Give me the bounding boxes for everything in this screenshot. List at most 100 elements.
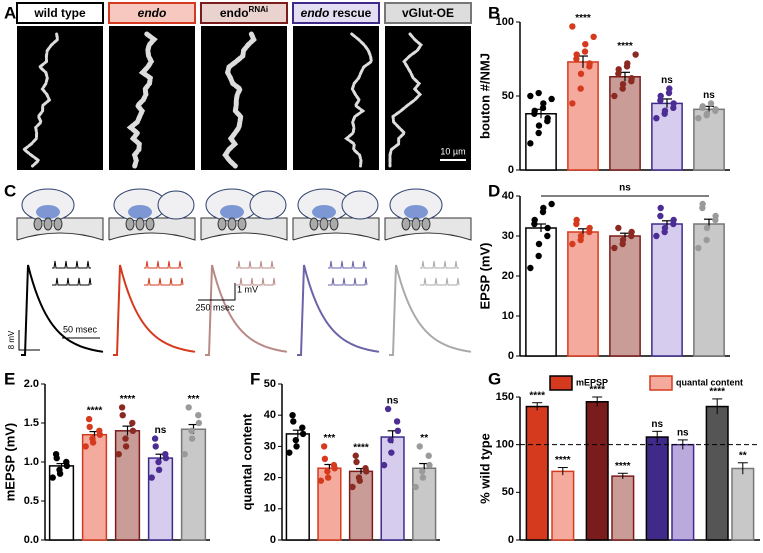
data-point	[544, 115, 551, 122]
data-point	[569, 100, 576, 107]
data-point	[624, 60, 631, 67]
data-point	[535, 252, 542, 260]
y-tick-label: 100	[496, 439, 514, 451]
data-point	[582, 41, 589, 48]
y-axis-label: EPSP (mV)	[477, 243, 492, 310]
data-point	[388, 449, 395, 456]
vesicle-pool	[312, 205, 336, 219]
nmj-branch	[126, 31, 158, 169]
data-point	[115, 451, 122, 458]
bar	[705, 405, 729, 541]
legend-label: mEPSP	[576, 377, 608, 387]
data-point	[535, 129, 542, 137]
data-point	[590, 33, 597, 40]
data-point	[657, 212, 664, 220]
data-point	[393, 418, 401, 425]
bar	[693, 223, 725, 357]
data-point	[611, 92, 618, 100]
data-point	[657, 204, 664, 212]
genotype-header-box	[200, 2, 288, 24]
y-tick-label: 50	[502, 486, 514, 498]
data-point	[577, 70, 585, 78]
data-point	[56, 466, 63, 473]
data-point	[544, 224, 551, 232]
data-point	[548, 95, 555, 103]
y-tick-label: 20	[502, 270, 514, 282]
label-part: wild type	[33, 6, 86, 20]
data-point	[703, 110, 711, 117]
vesicle-pool	[220, 205, 244, 219]
significance-label: ns	[155, 425, 167, 436]
data-point	[387, 436, 394, 444]
synapse-diagrams	[16, 188, 472, 241]
data-point	[394, 427, 402, 434]
genotype-header: endo rescue	[301, 6, 372, 20]
data-point	[290, 418, 297, 425]
bar	[609, 235, 641, 357]
data-point	[712, 212, 719, 220]
data-point	[573, 216, 580, 224]
data-point	[619, 236, 627, 244]
data-point	[703, 224, 711, 232]
significance-label: ****	[87, 406, 103, 417]
significance-label: ****	[709, 387, 725, 398]
data-point	[195, 412, 202, 419]
data-point	[712, 106, 719, 113]
bracket-label: ns	[619, 183, 631, 194]
data-point	[188, 427, 195, 434]
data-point	[86, 423, 93, 431]
receptor	[421, 217, 431, 231]
y-axis-label: bouton #/NMJ	[477, 53, 492, 139]
data-point	[531, 216, 538, 224]
data-point	[670, 100, 677, 107]
significance-label: ****	[617, 41, 633, 52]
bar	[525, 227, 557, 357]
scale-label: 1 mV	[237, 284, 258, 294]
data-point	[419, 474, 427, 481]
data-point	[535, 89, 542, 97]
epsp-trace	[113, 264, 196, 356]
panel-label: F	[250, 369, 260, 388]
significance-label: **	[739, 450, 747, 461]
genotype-header-box	[108, 2, 196, 24]
receptor	[227, 217, 237, 231]
genotype-header: endoRNAi	[220, 5, 268, 21]
data-point	[661, 224, 669, 232]
data-point	[129, 419, 136, 427]
epsp-scale-bar	[18, 330, 40, 351]
y-tick-label: 50	[502, 90, 514, 102]
receptor	[145, 217, 155, 231]
y-tick-label: 0.0	[24, 534, 39, 546]
panel-label: G	[488, 369, 501, 388]
data-point	[82, 443, 89, 450]
y-tick-label: 0	[508, 350, 514, 362]
data-point	[286, 449, 293, 456]
legend-swatch	[549, 375, 573, 391]
data-point	[695, 244, 702, 252]
y-tick-label: 150	[496, 391, 514, 403]
significance-label: ns	[387, 396, 399, 407]
data-point	[615, 224, 622, 232]
data-point	[384, 405, 392, 413]
y-tick-label: 2.0	[24, 378, 39, 390]
data-point	[292, 436, 299, 444]
mini-trace	[236, 277, 276, 286]
y-tick-label: 1.5	[24, 417, 39, 429]
data-point	[289, 412, 296, 419]
receptor	[125, 217, 135, 231]
bar	[611, 475, 635, 541]
receptor	[309, 217, 319, 231]
data-point	[615, 66, 622, 73]
data-point	[89, 435, 96, 442]
receptor	[237, 217, 247, 231]
nmj-image	[385, 26, 471, 170]
bar	[551, 470, 575, 541]
data-point	[355, 474, 363, 481]
bar	[567, 61, 599, 171]
data-point	[155, 458, 162, 466]
epsp-trace	[21, 264, 104, 356]
data-point	[122, 435, 129, 442]
data-point	[52, 451, 60, 458]
data-point	[324, 474, 332, 481]
mini-trace	[52, 260, 91, 269]
